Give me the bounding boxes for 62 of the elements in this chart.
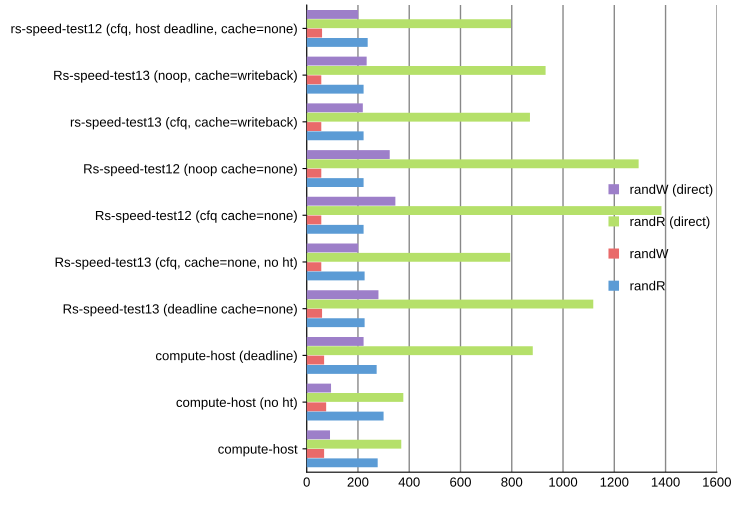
- bar: [306, 28, 322, 38]
- bar: [306, 336, 364, 346]
- bar: [306, 262, 322, 272]
- y-tick-label: rs-speed-test13 (cfq, cache=writeback): [70, 117, 297, 130]
- bar: [306, 75, 322, 84]
- x-tick-label: 800: [501, 477, 522, 487]
- bar: [306, 402, 326, 412]
- x-tick-label: 1200: [600, 477, 628, 487]
- bar: [306, 10, 358, 19]
- bar: [306, 178, 364, 187]
- bar: [306, 196, 396, 206]
- bar: [306, 252, 510, 262]
- bar: [306, 290, 378, 300]
- x-tick-label: 600: [450, 477, 471, 487]
- y-tick-label: Rs-speed-test13 (deadline cache=none): [64, 304, 297, 316]
- bar: [306, 215, 322, 224]
- legend-label: randW: [630, 248, 668, 258]
- bar: [306, 392, 404, 402]
- bar: [306, 308, 322, 318]
- bar: [306, 122, 322, 131]
- y-tick-label: Rs-speed-test13 (cfq, cache=none, no ht): [56, 257, 297, 270]
- legend-label: randR: [630, 280, 665, 290]
- x-tick-label: 200: [348, 477, 368, 487]
- x-tick-label: 1600: [703, 477, 731, 487]
- y-tick-label: compute-host (no ht): [176, 397, 297, 410]
- bar: [306, 440, 402, 449]
- y-tick-label: Rs-speed-test12 (cfq cache=none): [96, 210, 297, 223]
- bar: [306, 56, 367, 66]
- y-tick-label: Rs-speed-test12 (noop cache=none): [84, 164, 297, 176]
- bar: [306, 131, 364, 140]
- y-tick-label: compute-host: [218, 444, 298, 456]
- bar: [306, 84, 364, 94]
- bar: [306, 38, 368, 47]
- bar: [306, 112, 530, 122]
- y-tick-label: Rs-speed-test13 (noop, cache=writeback): [54, 70, 297, 83]
- bar: [306, 449, 324, 458]
- bar: [306, 318, 365, 328]
- bar: [306, 19, 511, 28]
- bar: [306, 244, 358, 252]
- bar: [306, 412, 384, 421]
- x-tick-label: 1400: [652, 477, 680, 487]
- bar: [306, 66, 546, 75]
- legend-label: randR (direct): [630, 216, 710, 229]
- bar: [306, 458, 378, 468]
- bar: [306, 168, 322, 178]
- y-tick-label: rs-speed-test12 (cfq, host deadline, cache=none): [11, 24, 297, 36]
- bar: [306, 103, 363, 112]
- y-tick-label: compute-host (deadline): [156, 350, 297, 363]
- bar: [306, 224, 364, 234]
- x-tick-label: 0: [304, 477, 310, 487]
- x-tick-label: 1000: [549, 477, 578, 487]
- bar: [306, 159, 639, 168]
- bar: [306, 364, 377, 374]
- bar: [306, 384, 332, 393]
- bar: [306, 272, 365, 280]
- x-tick-label: 400: [398, 477, 420, 487]
- bar: [306, 430, 330, 440]
- bar: [306, 346, 533, 356]
- bar: [306, 300, 594, 308]
- bar: [306, 356, 324, 365]
- bar: [306, 150, 390, 159]
- legend-label: randW (direct): [630, 184, 712, 197]
